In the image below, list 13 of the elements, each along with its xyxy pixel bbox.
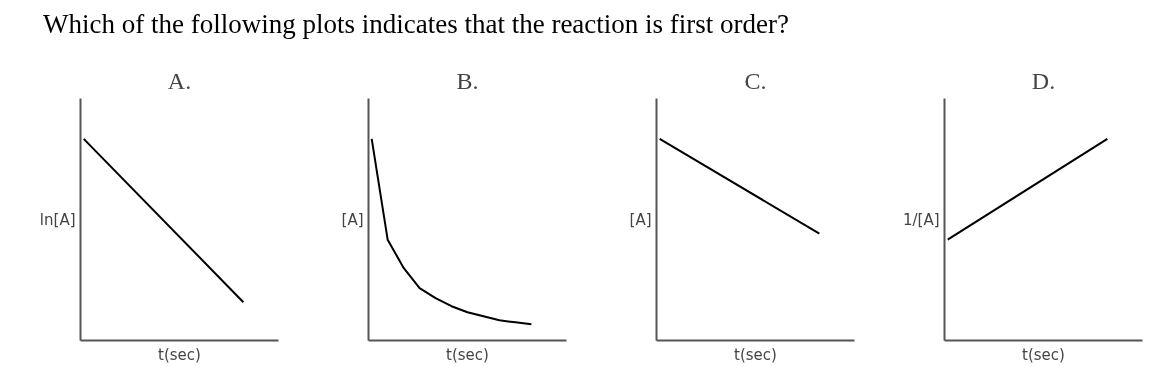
chart-title: B. (456, 67, 479, 94)
text: Which of the following plots indicates that the reaction is first order? (43, 8, 790, 41)
y-axis-title: [A] (341, 210, 364, 229)
chart-title: C. (744, 67, 767, 94)
x-axis-title: t(sec) (1022, 345, 1065, 364)
y-axis-title: [A] (629, 210, 652, 229)
chart-title: A. (167, 67, 192, 94)
x-axis-title: t(sec) (734, 345, 777, 364)
y-axis-title: 1/[A] (902, 210, 940, 229)
x-axis-title: t(sec) (446, 345, 489, 364)
chart-title: D. (1031, 67, 1056, 94)
y-axis-title: ln[A] (39, 210, 76, 229)
x-axis-title: t(sec) (158, 345, 201, 364)
